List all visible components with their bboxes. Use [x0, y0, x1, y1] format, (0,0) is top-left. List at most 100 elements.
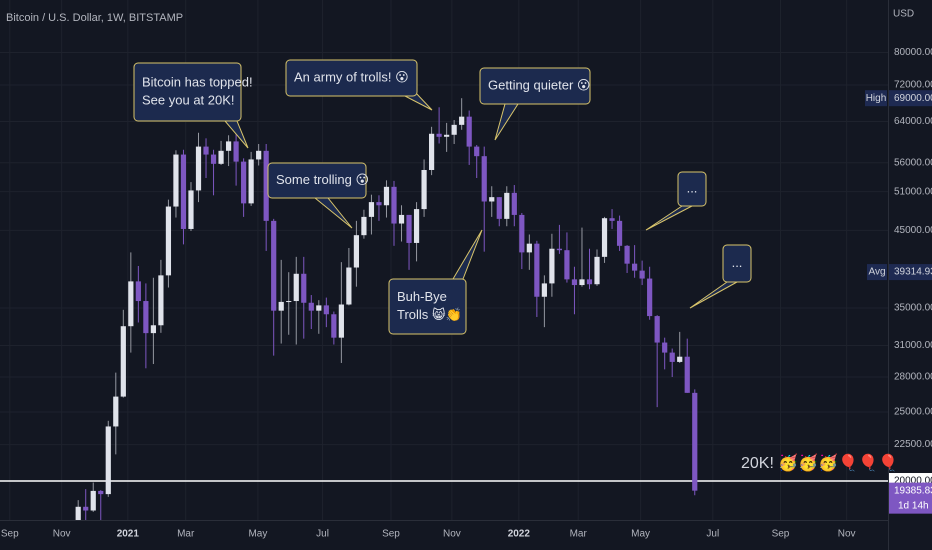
candle-body [203, 146, 209, 155]
candle-body [376, 202, 382, 206]
x-tick-label: 2021 [117, 529, 140, 540]
callout-box [722, 244, 752, 283]
candle-body [466, 116, 472, 147]
candle-body [421, 169, 427, 210]
candle-body [353, 235, 360, 268]
candle-body [413, 209, 420, 243]
x-tick-label: May [248, 529, 267, 540]
candle-body [338, 304, 344, 338]
candle-body [263, 150, 269, 221]
y-tick-label: 80000.00 [894, 47, 932, 58]
candle-body [459, 116, 465, 125]
avg-label: Avg [868, 267, 885, 278]
candle-body [278, 301, 284, 311]
y-tick-label: 22500.00 [894, 439, 932, 450]
candle-body [662, 342, 668, 353]
candle-body [677, 356, 683, 362]
candle-body [504, 192, 510, 219]
candle-body [632, 263, 638, 271]
candle-body [301, 273, 307, 303]
candle-body [308, 302, 314, 311]
candle-body [90, 490, 96, 511]
candle-body [519, 214, 525, 253]
callout-text: Some trolling 😮 [276, 172, 369, 187]
candle-body [128, 281, 134, 327]
candle-body [75, 506, 81, 520]
high-label: High [866, 93, 887, 104]
candle-body [669, 352, 675, 362]
callout-text: Bitcoin has topped! [142, 74, 253, 89]
candle-body [406, 214, 412, 243]
high-value: 69000.00 [894, 93, 932, 104]
candle-body [489, 197, 495, 202]
callout-text: An army of trolls! 😮 [294, 69, 409, 84]
callout-text: ... [687, 180, 698, 195]
x-tick-label: Jul [316, 529, 329, 540]
candle-body [624, 245, 630, 264]
candle-body [398, 214, 405, 224]
x-tick-label: Sep [772, 529, 790, 540]
candle-body [83, 506, 89, 511]
y-tick-label: 56000.00 [894, 157, 932, 168]
candle-body [105, 426, 111, 495]
candle-body [541, 283, 547, 297]
callout-text: ... [732, 255, 743, 270]
candle-body [692, 392, 698, 491]
candle-body [444, 134, 450, 137]
x-tick-label: Sep [382, 529, 400, 540]
candle-body [474, 146, 480, 157]
x-tick-label: Nov [838, 529, 856, 540]
candle-body [391, 186, 397, 224]
candle-body [113, 396, 119, 427]
y-tick-label: 25000.00 [894, 407, 932, 418]
x-tick-label: Nov [443, 529, 461, 540]
y-tick-label: 51000.00 [894, 186, 932, 197]
candle-body [594, 256, 600, 285]
callout-box [133, 62, 242, 122]
candle-body [511, 192, 517, 215]
callout-box [479, 67, 591, 105]
candle-body [233, 141, 239, 162]
candle-body [241, 161, 247, 204]
candle-body [225, 141, 232, 151]
x-tick-label: 2022 [508, 529, 531, 540]
candle-body [158, 275, 164, 326]
x-tick-label: Jul [706, 529, 719, 540]
candle-body [248, 159, 254, 204]
candle-body [654, 316, 660, 343]
x-tick-label: Sep [1, 529, 19, 540]
candle-body [195, 146, 202, 191]
candle-body [383, 186, 390, 206]
candle-body [98, 490, 104, 495]
candle-body [188, 190, 194, 229]
candle-body [368, 202, 375, 217]
candle-body [481, 156, 487, 202]
candle-body [549, 248, 555, 284]
y-tick-label: 28000.00 [894, 372, 932, 383]
candle-body [616, 220, 623, 246]
candle-body [218, 150, 224, 164]
candle-body [556, 248, 563, 251]
avg-value-tag [889, 264, 932, 281]
chart-title: Bitcoin / U.S. Dollar, 1W, BITSTAMP [6, 12, 183, 24]
candle-body [135, 281, 141, 302]
candle-body [428, 133, 435, 170]
avg-tag [867, 264, 887, 281]
candle-body [286, 301, 292, 303]
high-value-tag [889, 90, 932, 107]
level-note: 20K! 🥳🥳🥳🎈🎈🎈 [741, 453, 898, 472]
candle-body [331, 314, 337, 338]
candle-body [316, 305, 322, 311]
callout-box [285, 59, 418, 97]
high-tag [865, 90, 887, 107]
candle-body [564, 250, 570, 280]
countdown: 1d 14h [898, 500, 929, 511]
x-tick-label: Mar [177, 529, 195, 540]
currency-label: USD [893, 9, 914, 20]
level-value: 20000.00 [894, 476, 932, 487]
y-tick-label: 64000.00 [894, 116, 932, 127]
candle-body [256, 150, 262, 160]
candle-body [323, 305, 329, 315]
callout-box [677, 171, 707, 207]
x-tick-label: May [631, 529, 650, 540]
